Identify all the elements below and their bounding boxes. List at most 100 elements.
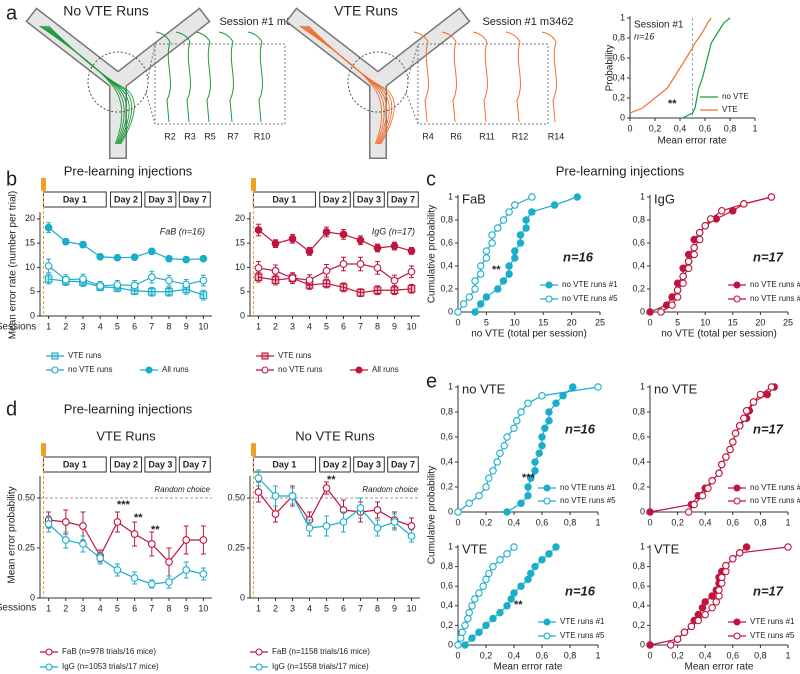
x-tick-label: 6 [341,603,346,613]
x-tick-label: 15 [538,317,548,327]
marker [505,270,513,278]
heading: Pre-learning injections [64,401,193,416]
marker [503,602,511,610]
marker [288,234,297,243]
x-tick-label: 0 [647,517,652,527]
day-label: Day 7 [391,459,415,469]
marker [499,216,508,224]
y-tick-label: 0.50 [17,492,35,502]
marker [673,293,682,301]
marker [513,416,521,425]
marker [740,200,748,208]
x-tick-label: 25 [595,317,605,327]
marker [538,441,546,450]
marker [476,262,485,270]
x-tick-label: 3 [290,603,295,613]
marker [666,641,675,649]
series-line [457,386,599,513]
x-tick-label: 1 [752,123,757,133]
chart-subtitle: FaB (n=16) [160,226,205,236]
y-tick-label: 1 [448,191,453,201]
zoom-box [154,43,286,125]
marker [503,433,511,441]
legend-marker [545,295,553,303]
y-tick-label: 0 [30,310,35,320]
marker [322,266,331,275]
y-tick-label: 0 [448,506,453,516]
marker [489,466,497,475]
day-label: Day 3 [148,194,172,204]
y-tick-label: 0.25 [17,542,35,552]
marker [254,474,263,482]
marker [718,460,726,469]
marker [61,518,70,526]
chart-title: IgG [654,191,675,206]
focus-circle [87,51,149,113]
x-tick-label: 8 [375,603,380,613]
y-axis-label: Cumulative probability [427,466,438,564]
x-tick-label: 1 [256,603,261,613]
marker [339,283,348,292]
marker [113,281,122,289]
x-tick-label: 0,8 [724,123,737,133]
marker [715,586,723,594]
x-tick-label: 0,8 [754,650,767,660]
marker [407,522,416,530]
marker [199,536,208,544]
day-box [42,191,107,208]
x-tick-label: 1 [46,603,51,613]
marker [524,491,532,500]
day-label: Day 2 [323,459,347,469]
y-tick-label: 15 [235,238,245,248]
marker [165,558,173,566]
run-label: R6 [450,131,462,141]
x-tick-label: 0,8 [564,650,577,660]
marker [690,250,698,259]
legend-marker [543,497,551,505]
marker [471,285,479,293]
marker [496,608,504,617]
marker [516,239,525,247]
legend-label: no VTE runs #5 [562,294,618,303]
day-box [42,456,107,473]
y-tick-label: 1 [640,381,645,391]
y-tick-label: 15 [25,238,35,248]
marker [459,300,468,308]
y-tick-label: 5 [30,286,35,296]
marker [594,383,602,391]
run-label: R4 [422,131,434,141]
annotation: n=16 [634,31,654,41]
y-tick-label: 10 [235,262,245,272]
marker [96,252,105,261]
injection-icon [251,178,256,191]
marker [488,231,496,239]
legend-marker [261,366,269,374]
y-tick-label: 0,8 [632,214,645,224]
marker [373,524,382,532]
x-tick-label: 6 [132,321,137,331]
legend-label: no VTE runs #1 [750,483,800,492]
focus-circle [347,51,409,113]
marker [471,308,479,316]
y-tick-label: 0,4 [632,260,645,270]
marker [339,230,348,239]
marker [96,554,105,562]
marker [113,566,122,574]
run-trace [175,31,191,123]
marker [698,604,707,612]
zoom-link [405,91,419,125]
x-tick-label: 0,6 [536,517,549,527]
annotation: ** [134,512,143,524]
marker [305,524,314,532]
marker [511,247,519,255]
marker [271,492,280,500]
legend-marker [733,497,741,505]
marker [44,223,53,232]
marker [712,598,720,606]
marker [390,242,399,250]
marker [742,406,751,415]
x-tick-label: 10 [198,321,208,331]
marker [729,438,737,446]
zoom-link [145,91,156,125]
